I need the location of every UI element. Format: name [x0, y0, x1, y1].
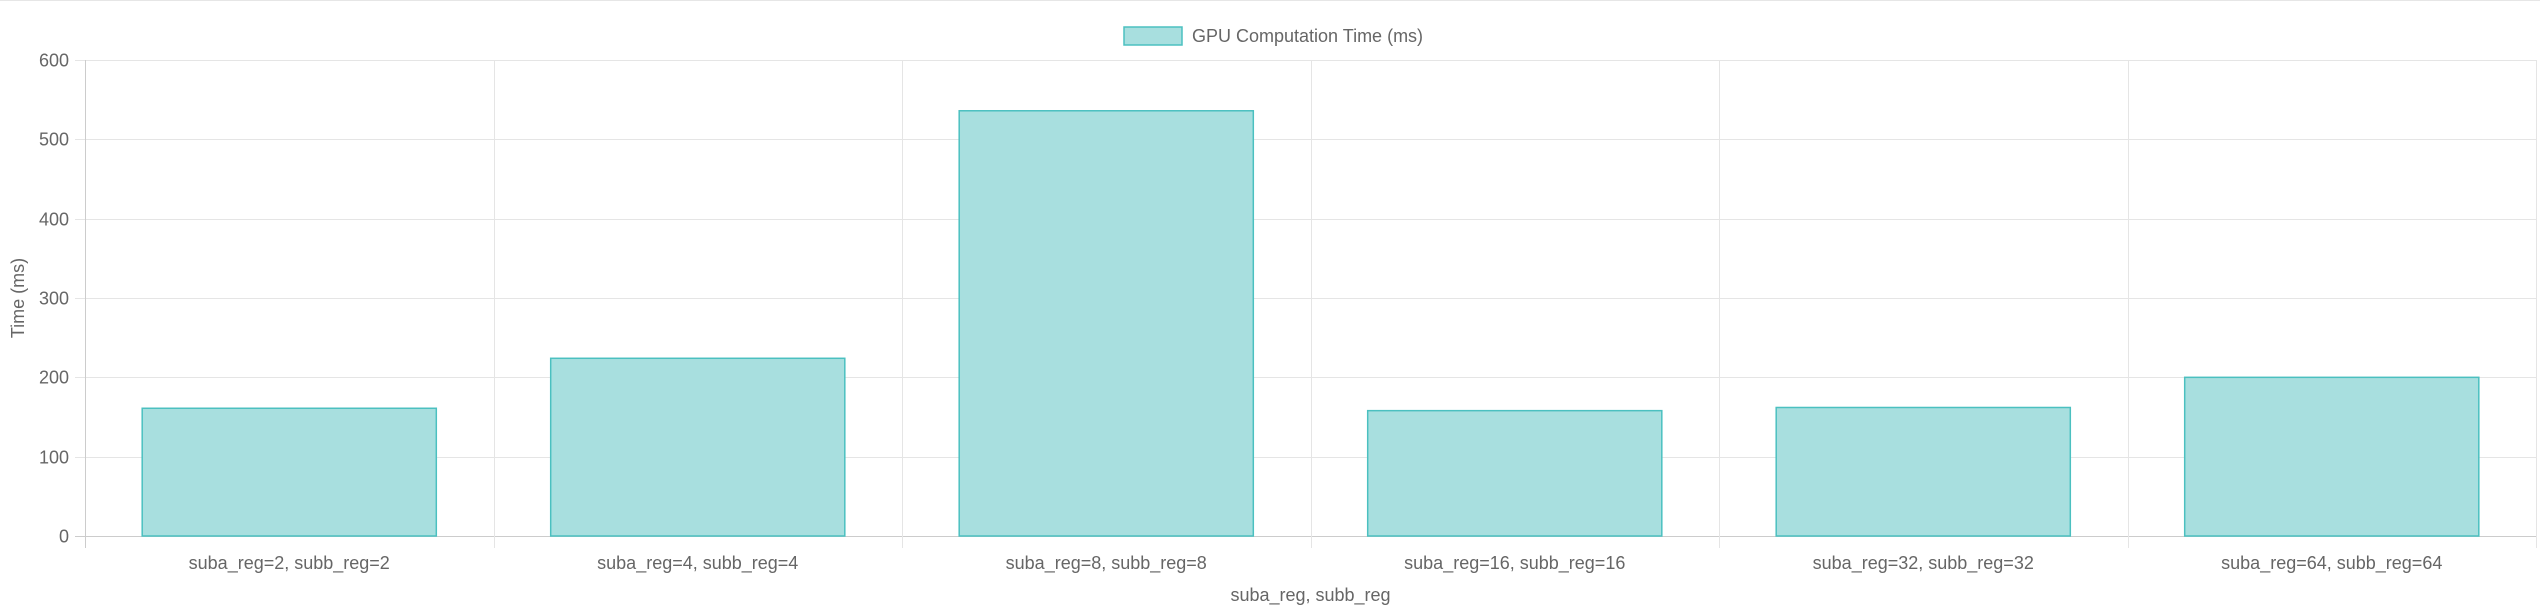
- x-tick-label: suba_reg=64, subb_reg=64: [2221, 553, 2442, 574]
- bar[interactable]: [2183, 376, 2480, 537]
- top-divider: [0, 0, 2540, 1]
- x-tick-label: suba_reg=4, subb_reg=4: [597, 553, 798, 574]
- x-axis-title: suba_reg, subb_reg: [1230, 585, 1390, 606]
- y-tick-label: 0: [59, 527, 69, 547]
- y-axis-title: Time (ms): [8, 258, 28, 338]
- axes: 0 100 200 300 400 500 600 suba_reg=2, subb_reg=…: [39, 51, 2442, 575]
- legend-swatch[interactable]: [1123, 26, 1183, 46]
- x-tick-label: suba_reg=16, subb_reg=16: [1404, 553, 1625, 574]
- bars: [141, 110, 2480, 537]
- y-tick-label: 500: [39, 130, 69, 150]
- bar[interactable]: [141, 407, 438, 537]
- legend[interactable]: GPU Computation Time (ms): [1123, 26, 1423, 46]
- bar[interactable]: [1366, 409, 1663, 537]
- x-tick-label: suba_reg=8, subb_reg=8: [1006, 553, 1207, 574]
- y-tick-label: 300: [39, 289, 69, 309]
- bar[interactable]: [1775, 406, 2072, 537]
- bar[interactable]: [549, 357, 846, 537]
- grid-lines: [75, 60, 2537, 548]
- y-tick-label: 200: [39, 368, 69, 388]
- x-tick-label: suba_reg=32, subb_reg=32: [1813, 553, 2034, 574]
- x-tick-label: suba_reg=2, subb_reg=2: [189, 553, 390, 574]
- y-tick-label: 600: [39, 51, 69, 71]
- y-tick-label: 400: [39, 210, 69, 230]
- bar[interactable]: [958, 110, 1255, 537]
- legend-label[interactable]: GPU Computation Time (ms): [1192, 26, 1423, 46]
- y-tick-label: 100: [39, 448, 69, 468]
